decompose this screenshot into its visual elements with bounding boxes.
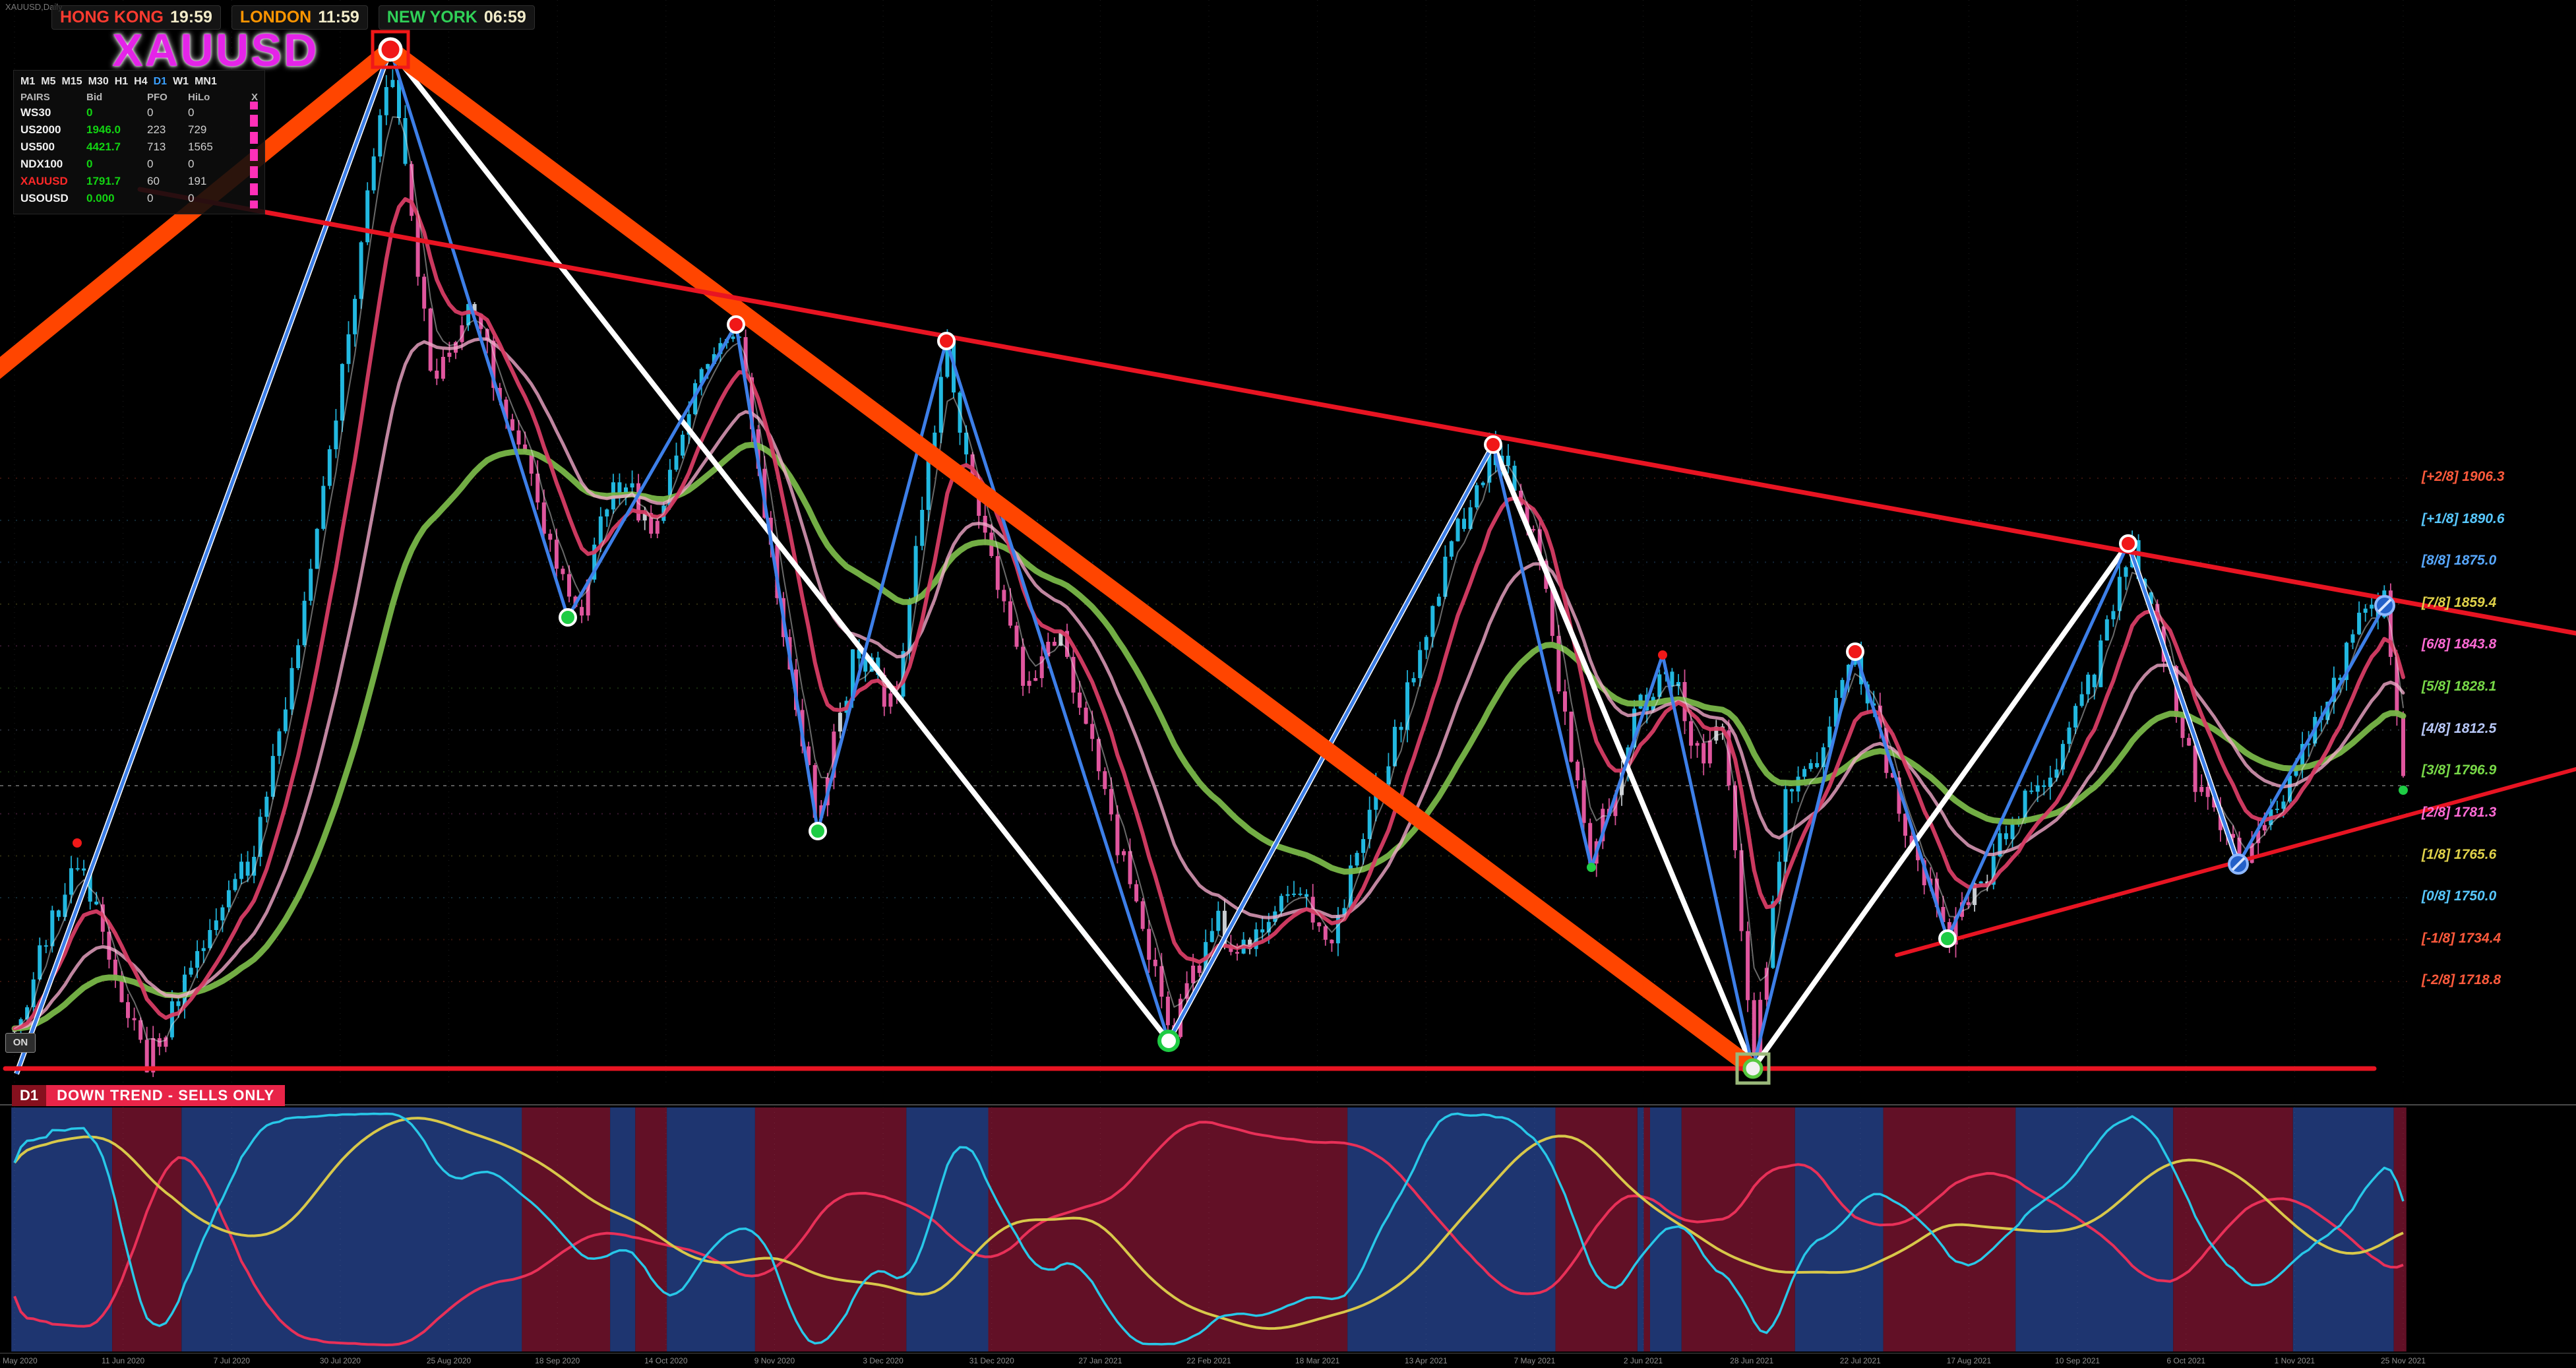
date-label: 11 Jun 2020 [102, 1356, 145, 1365]
timeframe-button-h4[interactable]: H4 [134, 76, 148, 87]
timeframe-row: M1 M5 M15 M30 H1 H4 D1 W1 MN1 [20, 76, 258, 88]
session-time: 06:59 [483, 8, 526, 26]
session-name: LONDON [239, 8, 312, 26]
watchlist-row-us2000[interactable]: US2000 1946.0 223 729 [20, 119, 258, 140]
date-label: 1 Nov 2021 [2274, 1356, 2315, 1365]
date-axis: 18 May 2020 11 Jun 2020 7 Jul 2020 30 Jul 2… [0, 1353, 2576, 1368]
timeframe-button-m15[interactable]: M15 [61, 76, 82, 87]
bid-value: 0.000 [86, 192, 115, 204]
chart-symbol-label: XAUUSD,Daily [5, 2, 63, 12]
date-label: 6 Oct 2021 [2166, 1356, 2206, 1365]
trend-banner: D1 DOWN TREND - SELLS ONLY [12, 1085, 286, 1106]
session-time: 19:59 [169, 8, 212, 26]
column-header-pairs: PAIRS [20, 92, 50, 103]
bid-value: 1946.0 [86, 123, 121, 136]
date-label: 31 Dec 2020 [969, 1356, 1014, 1365]
watchlist-row-ws30[interactable]: WS30 0 0 0 [20, 102, 258, 123]
date-label: 22 Feb 2021 [1186, 1356, 1231, 1365]
bid-value: 0 [86, 106, 93, 119]
watchlist-row-xauusd[interactable]: XAUUSD 1791.7 60 191 [20, 170, 258, 191]
hilo-value: 0 [188, 158, 195, 170]
watchlist-row-us500[interactable]: US500 4421.7 713 1565 [20, 136, 258, 157]
pfo-value: 0 [147, 192, 154, 204]
date-label: 25 Nov 2021 [2380, 1356, 2426, 1365]
trend-banner-timeframe: D1 [12, 1085, 47, 1106]
signal-square-icon [250, 136, 258, 144]
hilo-value: 729 [188, 123, 207, 136]
date-label: 7 May 2021 [1514, 1356, 1556, 1365]
session-name: HONG KONG [60, 8, 164, 26]
signal-square-icon [250, 201, 258, 208]
timeframe-button-d1[interactable]: D1 [153, 76, 168, 87]
date-label: 3 Dec 2020 [863, 1356, 904, 1365]
session-clock: HONG KONG 19:59 [51, 5, 221, 30]
symbol-title: XAUUSD [112, 24, 319, 76]
date-label: 22 Jul 2021 [1839, 1356, 1881, 1365]
pair-name: US2000 [20, 123, 61, 136]
trend-banner-text: DOWN TREND - SELLS ONLY [46, 1085, 286, 1106]
pair-name: WS30 [20, 106, 51, 119]
date-label: 14 Oct 2020 [644, 1356, 688, 1365]
date-label: 18 Mar 2021 [1295, 1356, 1340, 1365]
column-header-pfo: PFO [147, 92, 168, 103]
bid-value: 1791.7 [86, 175, 121, 187]
hilo-value: 0 [188, 192, 195, 204]
pfo-value: 223 [147, 123, 166, 136]
date-label: 18 Sep 2020 [535, 1356, 580, 1365]
session-name: NEW YORK [386, 8, 477, 26]
watchlist-row-ndx100[interactable]: NDX100 0 0 0 [20, 153, 258, 174]
hilo-value: 191 [188, 175, 207, 187]
date-label: 25 Aug 2020 [426, 1356, 472, 1365]
signal-square-icon [250, 187, 258, 195]
market-watch-panel: M1 M5 M15 M30 H1 H4 D1 W1 MN1 PAIRS Bid PFO HiLo X W… [13, 70, 265, 214]
date-label: 18 May 2020 [0, 1356, 38, 1365]
session-clock: NEW YORK 06:59 [378, 5, 535, 30]
watchlist-row-usousd[interactable]: USOUSD 0.000 0 0 [20, 187, 258, 208]
column-header-x: X [251, 92, 258, 103]
pfo-value: 0 [147, 106, 154, 119]
signal-square-icon [250, 170, 258, 178]
pair-name: USOUSD [20, 192, 69, 204]
timeframe-button-w1[interactable]: W1 [173, 76, 189, 87]
date-label: 30 Jul 2020 [319, 1356, 361, 1365]
date-label: 7 Jul 2020 [213, 1356, 250, 1365]
overlay-toggle-button[interactable]: ON [5, 1033, 36, 1053]
watchlist-body: WS30 0 0 0 US2000 1946.0 223 729 US500 4421.7 713 1… [20, 102, 258, 208]
timeframe-button-h1[interactable]: H1 [114, 76, 129, 87]
watchlist-header: PAIRS Bid PFO HiLo X [20, 92, 258, 103]
date-label: 17 Aug 2021 [1946, 1356, 1992, 1365]
hilo-value: 0 [188, 106, 195, 119]
timeframe-button-m5[interactable]: M5 [41, 76, 56, 87]
pair-name: US500 [20, 140, 55, 153]
column-header-hilo: HiLo [188, 92, 210, 103]
pair-name: NDX100 [20, 158, 63, 170]
hilo-value: 1565 [188, 140, 213, 153]
timeframe-button-m1[interactable]: M1 [20, 76, 36, 87]
column-header-bid: Bid [86, 92, 103, 103]
session-time: 11:59 [318, 8, 359, 26]
signal-square-icon [250, 102, 258, 109]
date-label: 13 Apr 2021 [1404, 1356, 1448, 1365]
bid-value: 0 [86, 158, 93, 170]
bid-value: 4421.7 [86, 140, 121, 153]
pfo-value: 60 [147, 175, 160, 187]
signal-square-icon [250, 119, 258, 127]
signal-square-icon [250, 153, 258, 161]
timeframe-button-mn1[interactable]: MN1 [195, 76, 217, 87]
date-label: 2 Jun 2021 [1623, 1356, 1663, 1365]
session-clock: LONDON 11:59 [231, 5, 368, 30]
date-label: 28 Jun 2021 [1730, 1356, 1774, 1365]
pfo-value: 0 [147, 158, 154, 170]
date-label: 27 Jan 2021 [1078, 1356, 1122, 1365]
date-label: 10 Sep 2021 [2055, 1356, 2101, 1365]
date-label: 9 Nov 2020 [754, 1356, 795, 1365]
pair-name: XAUUSD [20, 175, 68, 187]
timeframe-button-m30[interactable]: M30 [88, 76, 109, 87]
session-bar: HONG KONG 19:59 LONDON 11:59 NEW YORK 06:59 [51, 5, 535, 30]
pfo-value: 713 [147, 140, 166, 153]
signal-squares [237, 185, 258, 212]
